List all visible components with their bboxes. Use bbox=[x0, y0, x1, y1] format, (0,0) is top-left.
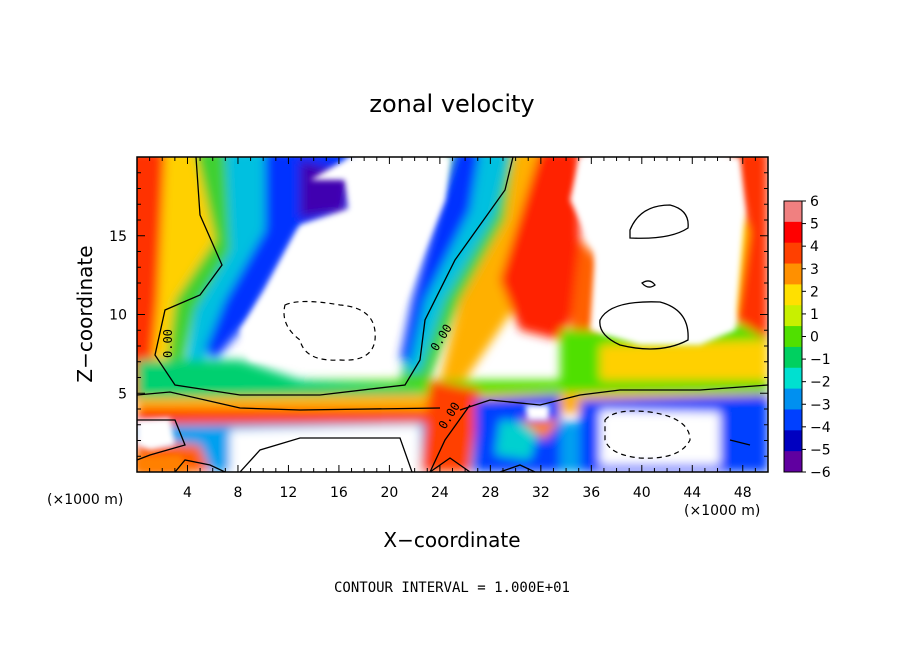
x-axis-label: X−coordinate bbox=[383, 528, 520, 552]
colorbar-label: 4 bbox=[810, 239, 819, 255]
velocity-field bbox=[137, 157, 768, 472]
colorbar-swatch bbox=[784, 451, 802, 473]
y-tick-label: 5 bbox=[118, 386, 127, 402]
x-axis-ticks: 4 8 12 16 20 24 28 32 36 40 44 48 bbox=[149, 157, 756, 501]
colorbar-label: 0 bbox=[810, 330, 819, 346]
colorbar-swatch bbox=[784, 221, 802, 244]
colorbar-label: −6 bbox=[810, 465, 831, 481]
colorbar-label: 2 bbox=[810, 284, 819, 300]
colorbar-swatch bbox=[784, 388, 802, 410]
negative-contours bbox=[283, 300, 691, 459]
colorbar-label: −2 bbox=[810, 375, 831, 391]
x-tick-label: 24 bbox=[431, 485, 449, 501]
colorbar-label: 6 bbox=[810, 194, 819, 210]
x-tick-label: 28 bbox=[481, 485, 499, 501]
x-tick-label: 36 bbox=[582, 485, 600, 501]
colorbar-swatch bbox=[784, 409, 802, 431]
x-tick-label: 4 bbox=[183, 485, 192, 501]
y-axis-ticks: 5 10 15 bbox=[109, 172, 768, 457]
x-tick-label: 16 bbox=[330, 485, 348, 501]
colorbar: 6 5 4 3 2 1 0 −1 −2 −3 −4 −5 −6 bbox=[783, 194, 831, 481]
colorbar-label: 5 bbox=[810, 217, 819, 233]
x-tick-label: 8 bbox=[233, 485, 242, 501]
colorbar-swatch bbox=[784, 263, 802, 285]
colorbar-label: 3 bbox=[810, 262, 819, 278]
colorbar-swatch bbox=[784, 284, 802, 306]
colorbar-swatch bbox=[784, 305, 802, 327]
x-tick-label: 12 bbox=[280, 485, 298, 501]
y-tick-label: 15 bbox=[109, 229, 127, 245]
colorbar-swatch bbox=[784, 242, 802, 265]
colorbar-label: −1 bbox=[810, 352, 831, 368]
x-tick-label: 32 bbox=[532, 485, 550, 501]
contour-interval-note: CONTOUR INTERVAL = 1.000E+01 bbox=[334, 580, 570, 596]
y-tick-label: 10 bbox=[109, 308, 127, 324]
x-tick-label: 20 bbox=[380, 485, 398, 501]
colorbar-swatch bbox=[784, 326, 802, 348]
colorbar-swatch bbox=[784, 201, 802, 223]
x-tick-label: 44 bbox=[683, 485, 701, 501]
colorbar-swatch bbox=[784, 346, 802, 369]
colorbar-label: −5 bbox=[810, 442, 831, 458]
colorbar-label: −3 bbox=[810, 397, 831, 413]
colorbar-label: −4 bbox=[810, 420, 831, 436]
colorbar-label: 1 bbox=[810, 307, 819, 323]
z-unit-label: (×1000 m) bbox=[684, 503, 760, 519]
contour-lines bbox=[137, 157, 768, 472]
y-axis-label: Z−coordinate bbox=[73, 245, 97, 382]
contour-label: 0.00 bbox=[161, 329, 175, 358]
x-unit-label: (×1000 m) bbox=[47, 492, 123, 508]
x-tick-label: 48 bbox=[734, 485, 752, 501]
x-tick-label: 40 bbox=[633, 485, 651, 501]
colorbar-swatch bbox=[784, 367, 802, 390]
colorbar-swatch bbox=[784, 430, 802, 452]
chart-title: zonal velocity bbox=[369, 90, 534, 118]
